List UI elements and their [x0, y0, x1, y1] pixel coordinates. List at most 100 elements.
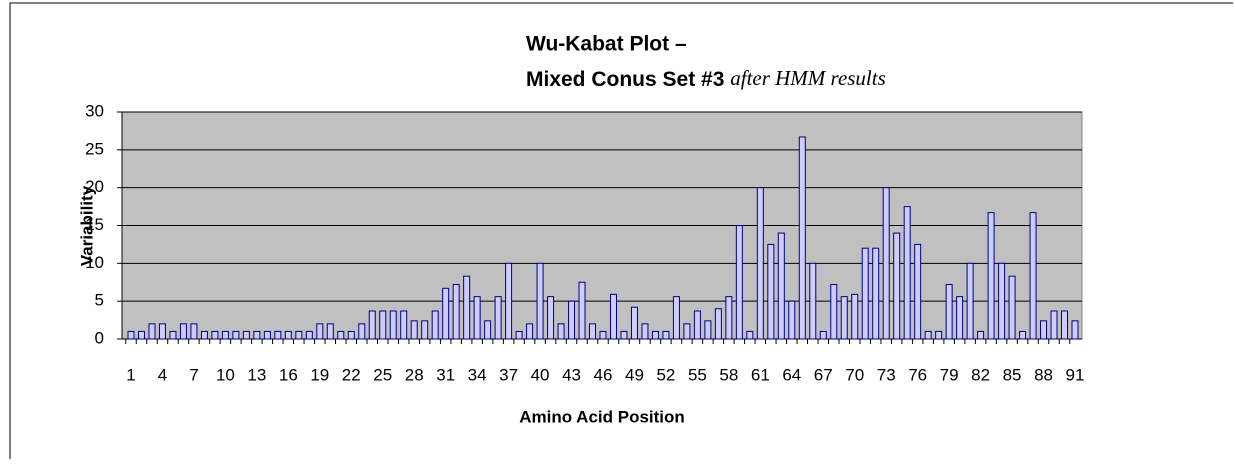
bar [484, 320, 492, 340]
bar [882, 187, 890, 340]
bar [557, 323, 565, 340]
x-tick-label: 49 [625, 365, 644, 384]
x-tick-label: 37 [499, 365, 518, 384]
bar [672, 296, 680, 340]
bar [819, 330, 827, 340]
x-tick-label: 31 [436, 365, 455, 384]
bar [872, 247, 880, 340]
bar [368, 310, 376, 340]
bar [347, 330, 355, 340]
bar [599, 330, 607, 340]
bar [242, 330, 250, 340]
bar [1061, 310, 1069, 340]
bar [536, 262, 544, 340]
subtitle: Mixed Conus Set #3 [526, 68, 724, 91]
x-tick-label: 43 [562, 365, 581, 384]
x-tick-label: 28 [405, 365, 424, 384]
x-tick-label: 76 [908, 365, 927, 384]
bar [798, 136, 806, 340]
bar [956, 296, 964, 340]
bar [547, 296, 555, 340]
bar [641, 323, 649, 340]
bar [179, 323, 187, 340]
y-tick-label: 25 [85, 139, 104, 158]
bar [431, 310, 439, 340]
bar [893, 232, 901, 340]
x-tick-label: 64 [782, 365, 801, 384]
bar [452, 284, 460, 340]
x-tick-label: 4 [158, 365, 167, 384]
bar [977, 330, 985, 340]
bar [1008, 275, 1016, 340]
x-tick-label: 7 [189, 365, 198, 384]
bar [200, 330, 208, 340]
y-tick-label: 15 [85, 215, 104, 234]
bar [316, 323, 324, 340]
x-tick-label: 70 [845, 365, 864, 384]
bar [400, 310, 408, 340]
bar [137, 330, 145, 340]
bar [777, 232, 785, 340]
y-tick-label: 0 [95, 328, 104, 347]
bar [851, 293, 859, 340]
bar [421, 320, 429, 340]
bar [463, 275, 471, 340]
bar [767, 243, 775, 340]
bar [190, 323, 198, 340]
bar [379, 310, 387, 340]
bar [788, 300, 796, 340]
bar [1071, 320, 1079, 340]
bar [295, 330, 303, 340]
bar [861, 247, 869, 340]
bar [987, 212, 995, 340]
bar [914, 243, 922, 340]
bar [284, 330, 292, 340]
bar [389, 310, 397, 340]
bar [326, 323, 334, 340]
bar [746, 330, 754, 340]
bar [526, 323, 534, 340]
bar [714, 308, 722, 340]
x-tick-label: 19 [310, 365, 329, 384]
bar [211, 330, 219, 340]
bar [410, 320, 418, 340]
bar [358, 323, 366, 340]
bar [221, 330, 229, 340]
bar [1019, 330, 1027, 340]
bar [515, 330, 523, 340]
bar [253, 330, 261, 340]
bar [305, 330, 313, 340]
x-tick-label: 40 [531, 365, 550, 384]
x-tick-label: 82 [971, 365, 990, 384]
x-tick-label: 13 [247, 365, 266, 384]
bar [966, 262, 974, 340]
bar [589, 323, 597, 340]
bar [809, 262, 817, 340]
bar [945, 284, 953, 340]
bar [704, 320, 712, 340]
chart-title: Wu-Kabat Plot – [526, 33, 687, 56]
bar [693, 310, 701, 340]
bar [158, 323, 166, 340]
subtitle-note: after HMM results [730, 66, 886, 90]
bar [1050, 310, 1058, 340]
y-tick-label: 20 [85, 177, 104, 196]
bar [998, 262, 1006, 340]
bar [609, 293, 617, 340]
bar [620, 330, 628, 340]
bar [756, 187, 764, 340]
bar [337, 330, 345, 340]
y-axis-title: Variability [77, 185, 96, 266]
x-tick-label: 10 [216, 365, 235, 384]
y-tick-label: 5 [95, 291, 104, 310]
bar [735, 225, 743, 340]
bar [1029, 212, 1037, 340]
bar [274, 330, 282, 340]
y-tick-label: 30 [85, 101, 104, 120]
bar [651, 330, 659, 340]
x-tick-label: 61 [751, 365, 770, 384]
bar [232, 330, 240, 340]
x-tick-label: 34 [468, 365, 487, 384]
bar [662, 330, 670, 340]
